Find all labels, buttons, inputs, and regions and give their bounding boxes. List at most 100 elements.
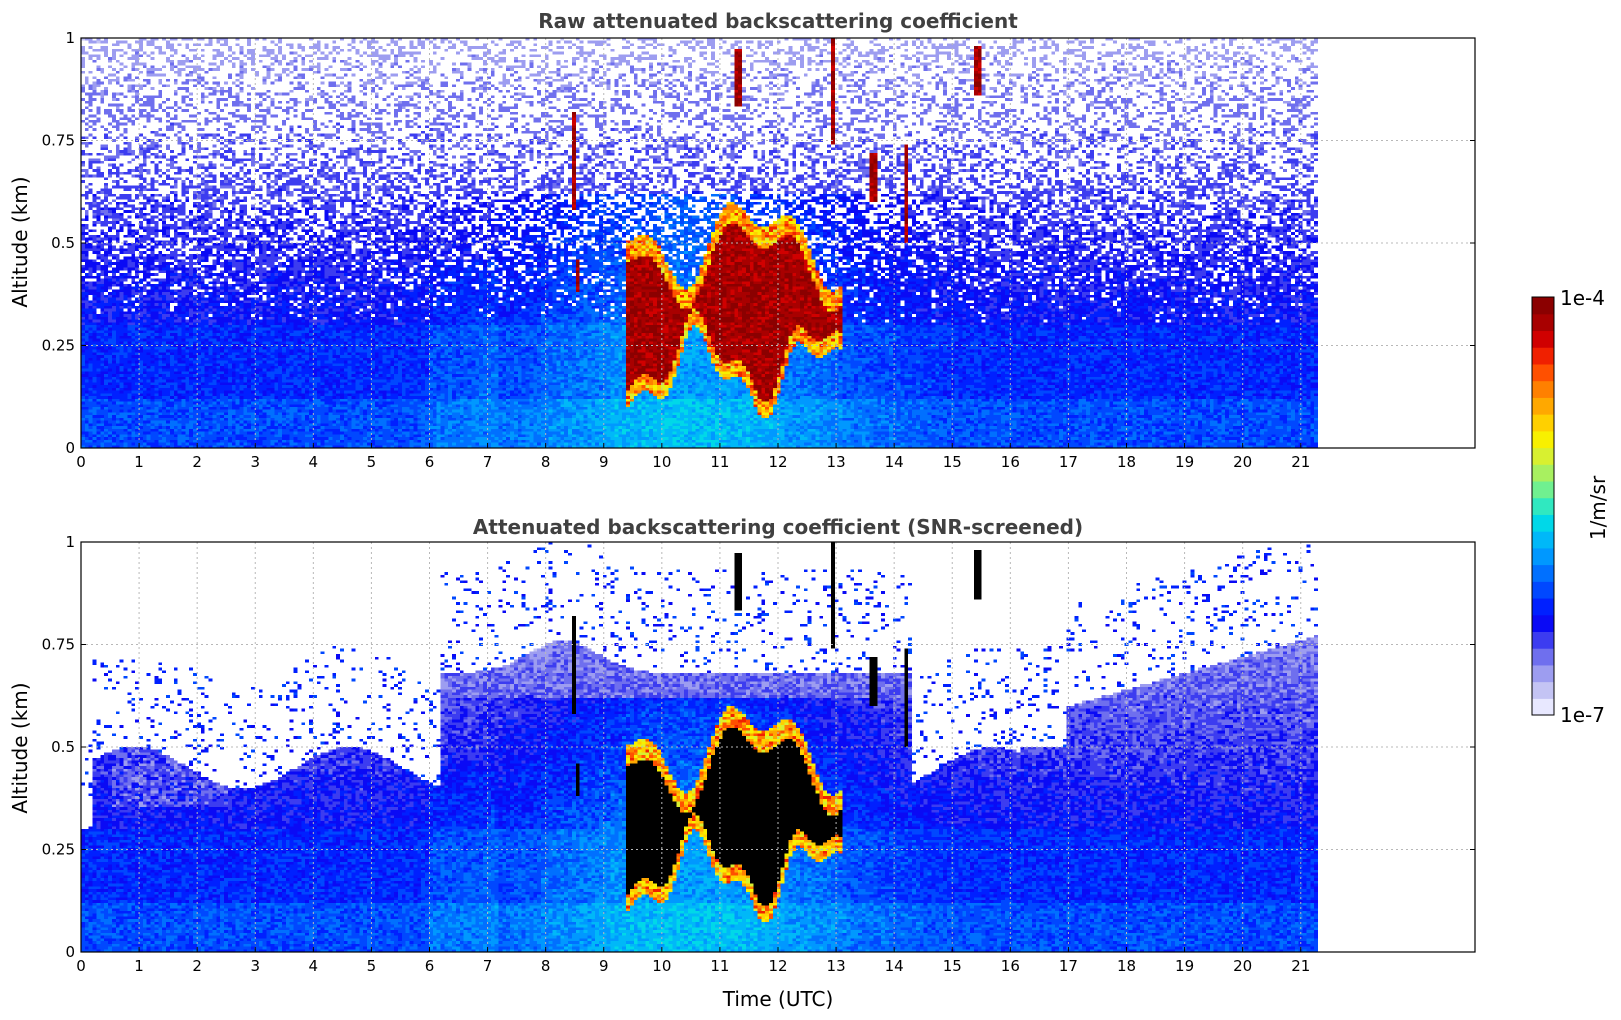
x-tick-label: 16 [1001, 453, 1020, 471]
y-tick-labels: 0 0.25 0.5 0.75 1 [42, 29, 1475, 457]
y-tick-label: 1 [65, 533, 75, 551]
x-tick-label: 2 [192, 957, 202, 975]
grid-lines [81, 542, 1475, 952]
x-tick-label: 9 [599, 957, 609, 975]
colorbar-min-label: 1e-7 [1560, 703, 1605, 727]
y-tick-label: 0.75 [42, 636, 75, 654]
colorbar-step [1532, 614, 1554, 632]
x-tick-label: 8 [541, 453, 551, 471]
x-tick-label: 3 [250, 957, 260, 975]
y-axis-label: Altitude (km) [8, 176, 32, 307]
x-tick-label: 21 [1291, 453, 1310, 471]
colorbar-gradient [1532, 297, 1554, 716]
colorbar-frame [1531, 296, 1555, 716]
x-tick-label: 5 [367, 957, 377, 975]
x-tick-label: 7 [483, 453, 493, 471]
colorbar-step [1532, 330, 1554, 348]
grid-lines [81, 38, 1475, 448]
y-tick-label: 0 [65, 943, 75, 961]
y-tick-label: 1 [65, 29, 75, 47]
x-tick-label: 2 [192, 453, 202, 471]
x-tick-label: 16 [1001, 957, 1020, 975]
y-tick-labels: 0 0.25 0.5 0.75 1 [42, 533, 1475, 961]
colorbar-step [1532, 631, 1554, 649]
x-tick-label: 1 [134, 957, 144, 975]
x-tick-label: 19 [1175, 453, 1194, 471]
y-tick-label: 0.25 [42, 337, 75, 355]
x-tick-label: 6 [425, 453, 435, 471]
colorbar-step [1532, 648, 1554, 666]
x-tick-label: 10 [652, 957, 671, 975]
x-tick-label: 13 [827, 453, 846, 471]
x-tick-label: 10 [652, 453, 671, 471]
x-tick-label: 9 [599, 453, 609, 471]
panel-snr-screened: Attenuated backscattering coefficient (S… [8, 515, 1476, 1011]
x-tick-label: 21 [1291, 957, 1310, 975]
colorbar-step [1532, 397, 1554, 415]
x-tick-label: 15 [943, 957, 962, 975]
colorbar-step [1532, 313, 1554, 332]
x-tick-label: 17 [1059, 453, 1078, 471]
colorbar: 1e-4 1e-7 1/m/sr [1531, 286, 1610, 727]
x-tick-label: 14 [885, 453, 904, 471]
colorbar-step [1532, 480, 1554, 499]
colorbar-step [1532, 363, 1554, 382]
y-tick-label: 0.5 [51, 234, 75, 252]
x-tick-label: 7 [483, 957, 493, 975]
x-tick-labels: 0 1 2 3 4 5 6 7 8 9 10 11 12 13 14 15 16 17 18 19 20 21 [76, 443, 1310, 471]
x-tick-label: 5 [367, 453, 377, 471]
x-tick-label: 18 [1117, 453, 1136, 471]
x-tick-label: 12 [768, 957, 787, 975]
x-tick-label: 20 [1233, 957, 1252, 975]
chart-title: Attenuated backscattering coefficient (S… [473, 515, 1083, 539]
colorbar-step [1532, 347, 1554, 365]
x-tick-label: 4 [309, 957, 319, 975]
colorbar-step [1532, 581, 1554, 599]
colorbar-step [1532, 297, 1554, 315]
colorbar-step [1532, 681, 1554, 699]
x-tick-label: 0 [76, 453, 86, 471]
x-tick-label: 4 [309, 453, 319, 471]
x-tick-label: 11 [710, 957, 729, 975]
colorbar-step [1532, 380, 1554, 398]
x-tick-label: 0 [76, 957, 86, 975]
x-tick-labels: 0 1 2 3 4 5 6 7 8 9 10 11 12 13 14 15 16 17 18 19 20 21 [76, 947, 1310, 975]
colorbar-step [1532, 564, 1554, 582]
x-tick-label: 11 [710, 453, 729, 471]
x-tick-label: 6 [425, 957, 435, 975]
colorbar-step [1532, 514, 1554, 532]
colorbar-step [1532, 430, 1554, 449]
colorbar-step [1532, 547, 1554, 566]
y-axis-label: Altitude (km) [8, 682, 32, 813]
y-tick-label: 0.5 [51, 738, 75, 756]
colorbar-step [1532, 447, 1554, 465]
colorbar-step [1532, 531, 1554, 549]
colorbar-step [1532, 597, 1554, 616]
x-tick-label: 17 [1059, 957, 1078, 975]
colorbar-step [1532, 414, 1554, 432]
colorbar-step [1532, 664, 1554, 683]
x-tick-label: 20 [1233, 453, 1252, 471]
colorbar-unit-label: 1/m/sr [1586, 475, 1610, 540]
x-tick-label: 1 [134, 453, 144, 471]
x-tick-label: 18 [1117, 957, 1136, 975]
colorbar-step [1532, 497, 1554, 515]
y-tick-label: 0.75 [42, 132, 75, 150]
x-tick-label: 13 [827, 957, 846, 975]
y-tick-label: 0 [65, 439, 75, 457]
chart-title: Raw attenuated backscattering coefficien… [538, 9, 1018, 33]
x-tick-label: 8 [541, 957, 551, 975]
colorbar-step [1532, 464, 1554, 482]
y-tick-label: 0.25 [42, 841, 75, 859]
x-tick-label: 12 [768, 453, 787, 471]
x-axis-label: Time (UTC) [722, 987, 834, 1011]
x-tick-label: 14 [885, 957, 904, 975]
colorbar-step [1532, 698, 1554, 716]
x-tick-label: 3 [250, 453, 260, 471]
panel-raw-backscatter: Raw attenuated backscattering coefficien… [8, 9, 1476, 471]
x-tick-label: 15 [943, 453, 962, 471]
x-tick-label: 19 [1175, 957, 1194, 975]
colorbar-max-label: 1e-4 [1560, 286, 1605, 310]
